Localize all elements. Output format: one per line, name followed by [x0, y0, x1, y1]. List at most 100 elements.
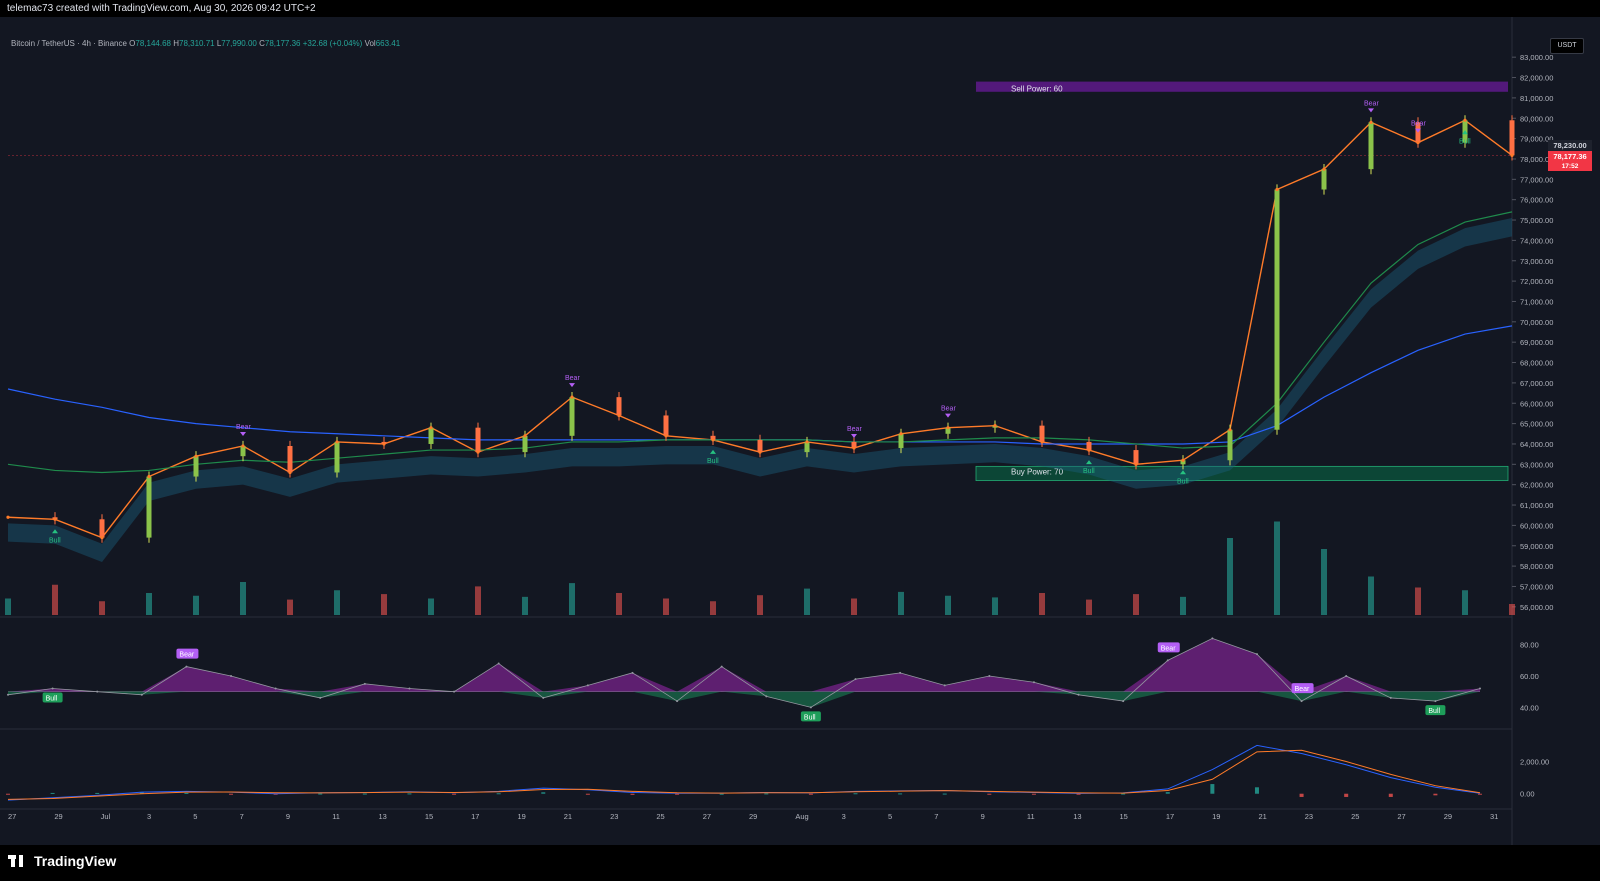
time-axis-label: 19: [1212, 812, 1220, 821]
oscillator-point: [1389, 696, 1392, 699]
low-value: 77,990.00: [221, 39, 257, 48]
macd-histogram-bar: [496, 793, 501, 795]
macd-histogram-bar: [362, 793, 367, 795]
chart-area[interactable]: 83,000.00 82,000.00 81,000.00 80,000.00 79,0…: [0, 17, 1600, 845]
volume-bar: [52, 584, 58, 615]
time-axis-label: 17: [471, 812, 479, 821]
time-axis-label: 3: [842, 812, 846, 821]
bull-marker-icon: [1086, 460, 1092, 465]
price-point: [1322, 167, 1326, 171]
oscillator-bear-tag: [1157, 642, 1180, 653]
oscillator-axis-label: 80.00: [1520, 641, 1539, 650]
oscillator-lower-fill: [8, 691, 1480, 708]
candle-body: [475, 427, 481, 453]
oscillator-bear-label: Bear: [179, 652, 194, 659]
candle-body: [1274, 189, 1280, 430]
candle-body: [146, 476, 152, 538]
volume-bar: [475, 586, 481, 615]
price-point: [758, 450, 762, 454]
candle-body: [1368, 122, 1374, 170]
time-axis-label: 5: [193, 812, 197, 821]
bear-marker-icon: [1368, 108, 1374, 113]
oscillator-bull-tag: [800, 711, 821, 722]
price-axis-label: 60,000.00: [1520, 521, 1553, 530]
macd-histogram-bar: [1254, 787, 1259, 794]
candle-body: [804, 441, 810, 453]
oscillator-point: [1479, 687, 1481, 690]
price-point: [100, 536, 104, 540]
price-chart-svg[interactable]: 83,000.00 82,000.00 81,000.00 80,000.00 79,0…: [0, 17, 1600, 845]
oscillator-point: [51, 687, 54, 690]
price-axis-label: 56,000.00: [1520, 603, 1553, 612]
vol-value: 663.41: [375, 39, 401, 48]
macd-histogram-bar: [808, 793, 813, 795]
price-point: [288, 470, 292, 475]
price-axis-label: 82,000.00: [1520, 74, 1553, 83]
attribution-bar: telemac73 created with TradingView.com, …: [0, 0, 1600, 17]
macd-histogram-bar: [1388, 793, 1393, 797]
oscillator-point: [988, 675, 991, 677]
price-point: [993, 424, 997, 428]
tradingview-logo[interactable]: TradingView: [8, 853, 116, 869]
oscillator-point: [453, 690, 456, 693]
time-axis-label: 11: [332, 812, 340, 821]
candle-body: [1133, 450, 1139, 465]
price-axis-label: 64,000.00: [1520, 440, 1553, 449]
candle-body: [1039, 425, 1045, 442]
price-axis-label: 59,000.00: [1520, 542, 1553, 551]
time-axis-label: 23: [1305, 812, 1313, 821]
macd-histogram-bar: [407, 793, 412, 795]
volume-bar: [898, 591, 904, 615]
buy-power-label: Buy Power: 70: [1011, 467, 1064, 476]
oscillator-point: [96, 690, 99, 693]
macd-axis-label: 0.00: [1520, 790, 1535, 799]
bull-marker-icon: [1462, 130, 1468, 135]
macd-axis-label: 2,000.00: [1520, 758, 1549, 767]
candle-body: [945, 427, 951, 434]
price-axis-label: 66,000.00: [1520, 399, 1553, 408]
candle-body: [287, 446, 293, 473]
bull-marker-icon: [710, 449, 716, 454]
oscillator-point: [542, 696, 545, 699]
bull-marker-label: Bull: [49, 537, 61, 544]
volume-bar: [240, 582, 246, 615]
vol-label: Vol: [364, 39, 376, 48]
price-axis-label: 78,000.00: [1520, 155, 1553, 164]
oscillator-point: [1255, 653, 1258, 656]
price-axis-label: 63,000.00: [1520, 460, 1553, 469]
time-axis-label: 17: [1166, 812, 1174, 821]
price-axis-label: 73,000.00: [1520, 257, 1553, 266]
candle-body: [663, 415, 669, 436]
candle-body: [1086, 441, 1092, 451]
bull-marker-icon: [1180, 470, 1186, 475]
candle-body: [1509, 120, 1515, 156]
tradingview-logo-icon: [8, 854, 28, 868]
price-axis-label: 61,000.00: [1520, 501, 1553, 510]
price-axis-label: 57,000.00: [1520, 582, 1553, 591]
bear-marker-label: Bear: [565, 375, 580, 382]
time-axis-label: 5: [888, 812, 892, 821]
oscillator-point: [765, 695, 768, 698]
candle-body: [898, 433, 904, 449]
bar-countdown: 17:52: [1548, 162, 1592, 171]
oscillator-point: [720, 665, 723, 668]
price-point: [335, 440, 339, 444]
volume-bar: [757, 595, 763, 615]
oscillator-point: [185, 665, 188, 668]
price-point: [711, 438, 715, 442]
oscillator-point: [274, 687, 277, 690]
time-axis-label: 27: [703, 812, 711, 821]
price-point: [194, 454, 198, 458]
volume-bar: [1321, 549, 1327, 615]
currency-button[interactable]: USDT: [1550, 38, 1584, 54]
oscillator-bull-tag: [42, 692, 63, 703]
oscillator-point: [1077, 693, 1080, 696]
macd-histogram-bar: [1031, 793, 1036, 795]
volume-bar: [1039, 593, 1045, 615]
price-axis-label: 77,000.00: [1520, 175, 1553, 184]
oscillator-point: [1032, 681, 1035, 684]
candle-body: [757, 439, 763, 453]
oscillator-axis-label: 40.00: [1520, 703, 1539, 712]
price-point: [617, 413, 621, 418]
oscillator-bull-label: Bull: [1428, 708, 1440, 715]
